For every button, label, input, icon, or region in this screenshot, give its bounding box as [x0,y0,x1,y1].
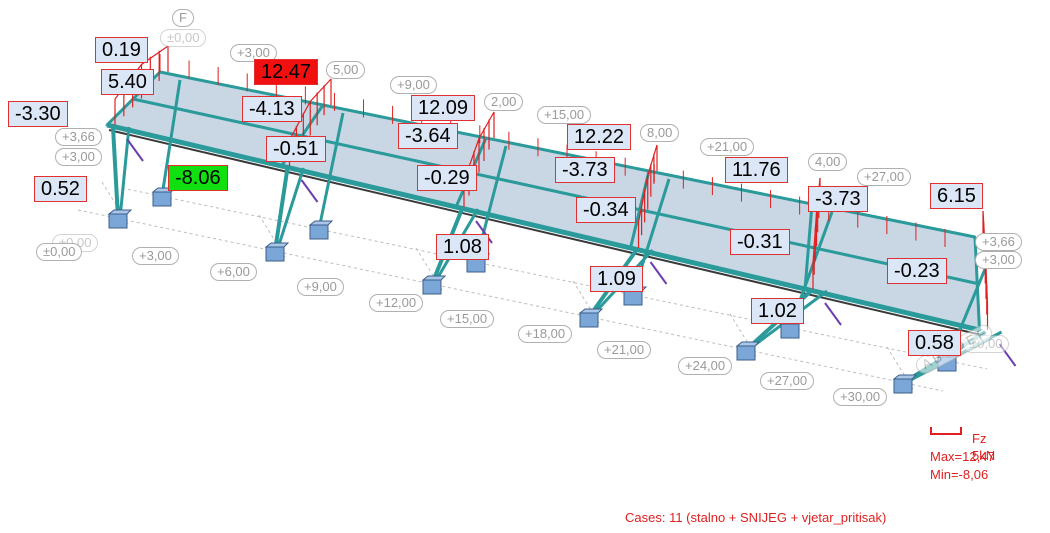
support-footing-top [264,242,290,248]
level-tag: +15,00 [440,310,495,328]
front-column-strut [275,167,305,252]
level-tag: 2,00 [484,93,524,111]
support-footing-top [892,374,918,380]
force-value-label[interactable]: 11.76 [725,157,788,183]
force-value-label[interactable]: -0.23 [887,258,947,284]
legend-unit: Fz 5kN [972,431,996,463]
level-tag: +3,00 [55,148,102,166]
grid-line [101,181,129,225]
level-tag: ±0,00 [36,243,83,261]
support-footing [466,257,486,273]
front-column-strut [118,126,131,219]
support-footing [623,290,643,306]
force-value-label[interactable]: 0.58 [908,330,961,356]
level-tag: +18,00 [518,325,573,343]
force-value-label[interactable]: 12.22 [567,124,632,150]
force-value-label[interactable]: -0.34 [576,197,636,223]
support-footing [579,312,599,328]
force-value-label[interactable]: -0.51 [266,136,326,162]
level-tag: +9,00 [390,76,437,94]
force-value-label[interactable]: 1.02 [751,298,804,324]
grid-line [729,313,757,357]
force-value-label[interactable]: 6.15 [930,183,983,209]
force-value-label[interactable]: -3.30 [8,101,68,127]
level-tag: +24,00 [678,357,733,375]
support-footing [736,345,756,361]
support-footing [309,224,329,240]
level-tag: +3,00 [132,247,179,265]
brace [649,261,668,285]
front-column [273,167,290,252]
force-curve [637,144,658,223]
brace [824,302,842,326]
grid-line [258,214,286,258]
level-tag: +3,66 [55,128,102,146]
support-footing-top [735,341,761,347]
front-edge-beam [106,122,981,333]
support-footing [265,246,285,262]
support-footing-top [578,308,604,314]
support-footing-top [421,275,447,281]
level-tag: +12,00 [369,294,424,312]
ground-grid [77,181,988,392]
load-case-caption: Cases: 11 (stalno + SNIJEG + vjetar_prit… [625,510,887,525]
grid-line [886,346,914,390]
force-curve [288,78,332,141]
grid-tag: F [172,9,194,27]
front-edge-beam-shadow [108,129,982,336]
level-tag: 8,00 [640,124,680,142]
level-tag: 4,00 [808,153,848,171]
force-value-label[interactable]: 1.09 [590,266,643,292]
force-value-label[interactable]: -3.64 [398,123,458,149]
legend-max: Max=12,47 [930,449,995,464]
force-value-label[interactable]: -3.73 [808,186,868,212]
back-column [160,79,182,197]
force-value-label[interactable]: 1.08 [436,234,489,260]
force-value-label[interactable]: 12.09 [411,95,476,121]
level-tag: +15,00 [537,106,592,124]
brace [475,220,493,244]
level-tag: +3,00 [230,44,277,62]
roof-cross-beam [973,236,981,331]
min-force-label[interactable]: -8.06 [168,165,228,191]
force-value-label[interactable]: -0.29 [417,165,477,191]
grid-line [415,247,443,291]
legend-scale-bar [930,427,962,435]
level-tag: +27,00 [760,372,815,390]
force-value-label[interactable]: 5.40 [101,69,154,95]
level-tag: +30,00 [833,388,888,406]
roof-cross-beam [803,203,814,290]
max-force-label[interactable]: 12.47 [254,59,319,85]
grid-line [572,280,600,324]
level-tag: +9,00 [297,278,344,296]
force-value-label[interactable]: 0.19 [95,37,148,63]
brace [300,179,319,203]
force-value-label[interactable]: -0.31 [730,229,790,255]
ridge-beam [132,97,978,285]
support-footing [152,191,172,207]
force-value-label[interactable]: -3.73 [555,157,615,183]
level-tag: ±0,00 [160,29,207,47]
level-tag: +6,00 [210,263,257,281]
support-footing-top [107,209,133,215]
level-tag: +27,00 [857,168,912,186]
force-value-label[interactable]: -4.13 [242,96,302,122]
level-tag: +21,00 [597,341,652,359]
back-column [317,112,345,230]
force-value-label[interactable]: 0.52 [34,176,87,202]
level-tag: +3,66 [975,233,1022,251]
support-footing [780,323,800,339]
support-footing [422,279,442,295]
legend-min: Min=-8,06 [930,467,989,482]
front-column [111,126,120,219]
support-footing-top [308,220,334,226]
support-footing [108,213,128,229]
support-footing [893,378,913,394]
level-tag: +3,00 [975,251,1022,269]
level-tag: +21,00 [700,138,755,156]
level-tag: 5,00 [326,61,366,79]
brace [126,138,144,162]
